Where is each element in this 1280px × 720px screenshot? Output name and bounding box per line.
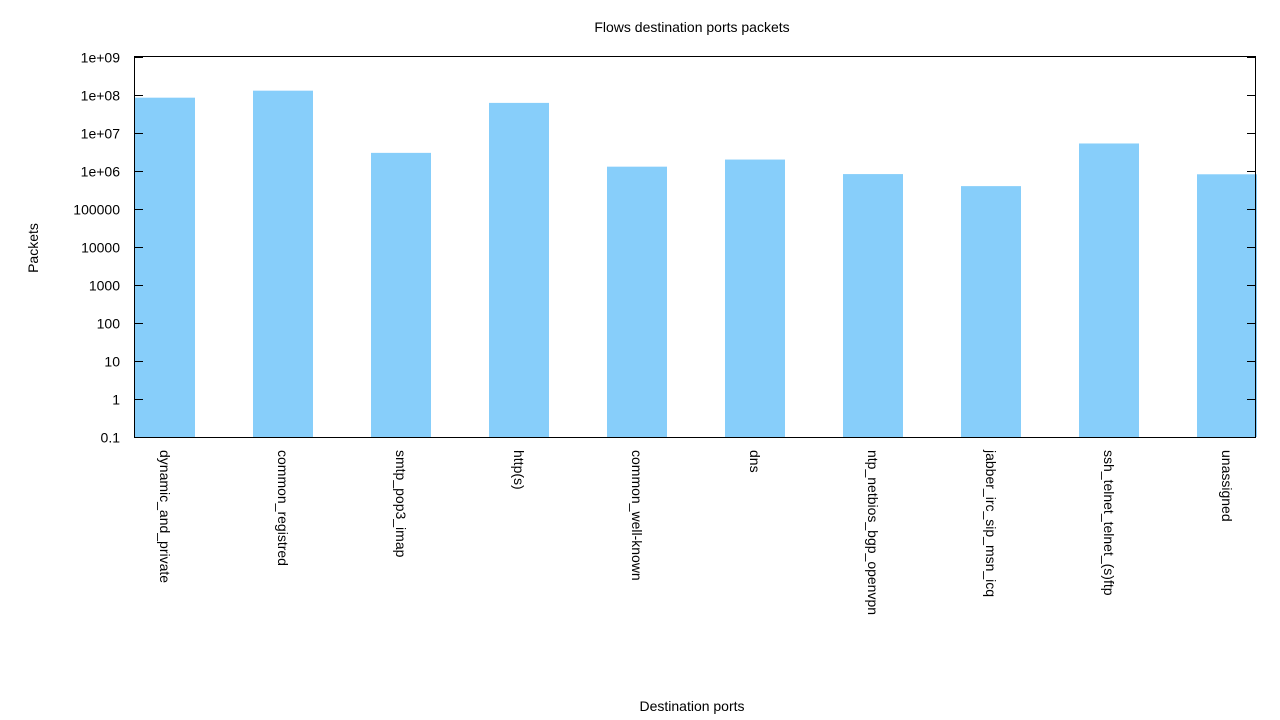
bar-ntp-netbios-bgp-openvpn [843,174,903,438]
y-tick-label: 0.1 [101,430,121,446]
y-tick-label: 1e+07 [81,126,121,142]
x-axis-label: Destination ports [639,698,744,714]
bar-common-registred [253,90,313,437]
y-axis-label: Packets [25,223,41,273]
x-tick-label: common_registred [275,450,291,566]
bar-common-well-known [607,166,667,437]
bar-dynamic-and-private [135,97,195,438]
x-tick-label: smtp_pop3_imap [393,450,409,558]
y-tick-label: 10 [104,354,120,370]
y-tick-label: 1e+09 [81,50,121,66]
x-tick-label: http(s) [511,450,527,490]
bar-dns [725,159,785,438]
y-tick-label: 10000 [81,240,120,256]
bar-http-s [489,102,549,438]
x-tick-label: ssh_telnet_telnet_(s)ftp [1101,450,1117,596]
plot-area-frame [134,56,1256,438]
x-axis-tick-labels: dynamic_and_private common_registred smtp_… [157,449,1235,615]
bar-unassigned [1197,174,1257,437]
y-tick-label: 100000 [73,202,120,218]
y-tick-label: 1 [112,392,120,408]
chart-title: Flows destination ports packets [594,19,789,35]
y-tick-label: 1e+06 [81,164,121,180]
bar-ssh-telnet-telnet-s-ftp [1079,143,1139,437]
x-tick-label: unassigned [1219,450,1235,522]
y-axis-ticks: 0.1 1 10 100 1000 10000 100000 1e+06 1e+07 1e+08 1… [73,50,1255,446]
y-tick-label: 1000 [89,278,120,294]
x-tick-label: jabber_irc_sip_msn_icq [983,449,999,597]
x-tick-label: ntp_netbios_bgp_openvpn [865,450,881,615]
x-tick-label: dynamic_and_private [157,450,173,583]
x-tick-label: dns [747,450,763,473]
y-tick-label: 1e+08 [81,88,121,104]
y-tick-label: 100 [97,316,121,332]
bar-smtp-pop3-imap [371,152,431,437]
bar-jabber-irc-sip-msn-icq [961,186,1021,437]
x-tick-label: common_well-known [629,450,645,581]
bars [135,90,1257,438]
